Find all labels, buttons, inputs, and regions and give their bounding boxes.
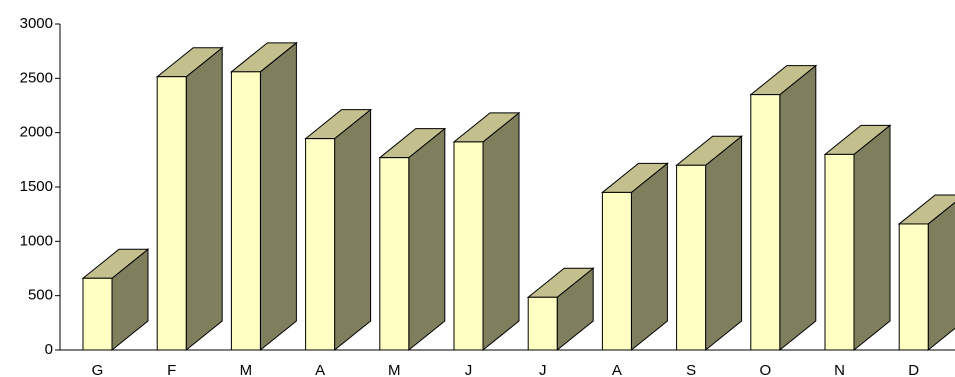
- bars: [60, 41, 955, 352]
- x-tick-label: M: [240, 362, 253, 377]
- y-tick-label: 1000: [20, 232, 53, 249]
- x-tick-label: S: [686, 362, 696, 377]
- bar-side: [185, 46, 223, 352]
- y-tick-label: 1500: [20, 178, 53, 195]
- bar: [897, 194, 955, 352]
- x-tick-label: F: [167, 362, 176, 377]
- bar-front: [750, 94, 781, 351]
- bar-front: [601, 191, 632, 351]
- bar-side: [408, 127, 446, 352]
- bar: [155, 46, 224, 352]
- bar-front: [676, 164, 707, 351]
- y-tick-label: 500: [28, 287, 53, 304]
- bar: [81, 248, 150, 352]
- bar-front: [898, 223, 929, 351]
- bar-side: [779, 64, 817, 352]
- x-tick-label: A: [315, 362, 325, 377]
- bar-side: [334, 108, 372, 352]
- bar-front: [230, 71, 261, 351]
- bar: [229, 41, 298, 352]
- bar-side: [482, 111, 520, 352]
- bar-front: [824, 153, 855, 351]
- bar-front: [82, 277, 113, 351]
- bar-side: [259, 41, 297, 352]
- x-tick-label: D: [908, 362, 919, 377]
- bar: [452, 111, 521, 352]
- bar-front: [305, 138, 336, 351]
- bar-front: [156, 76, 187, 351]
- bar: [749, 64, 818, 352]
- x-tick-label: M: [388, 362, 401, 377]
- bar: [600, 162, 669, 352]
- bar: [823, 124, 892, 352]
- y-tick-label: 2000: [20, 124, 53, 141]
- bar-side: [630, 162, 668, 352]
- x-tick-label: A: [612, 362, 622, 377]
- y-tick-label: 0: [45, 341, 53, 358]
- x-tick-label: J: [539, 362, 547, 377]
- bar-front: [453, 141, 484, 351]
- bar-side: [853, 124, 891, 352]
- bar: [304, 108, 373, 352]
- y-axis: 0 500 1000 1500 2000 2500 3000: [20, 15, 61, 358]
- y-tick-label: 2500: [20, 69, 53, 86]
- x-tick-label: J: [465, 362, 473, 377]
- bar: [526, 267, 595, 352]
- bar-front: [379, 157, 410, 351]
- x-tick-label: O: [759, 362, 771, 377]
- x-tick-label: G: [92, 362, 104, 377]
- bar-front: [527, 296, 558, 351]
- bar: [378, 127, 447, 352]
- bar: [675, 135, 744, 352]
- bar-side: [705, 135, 743, 352]
- x-tick-label: N: [834, 362, 845, 377]
- y-tick-label: 3000: [20, 15, 53, 32]
